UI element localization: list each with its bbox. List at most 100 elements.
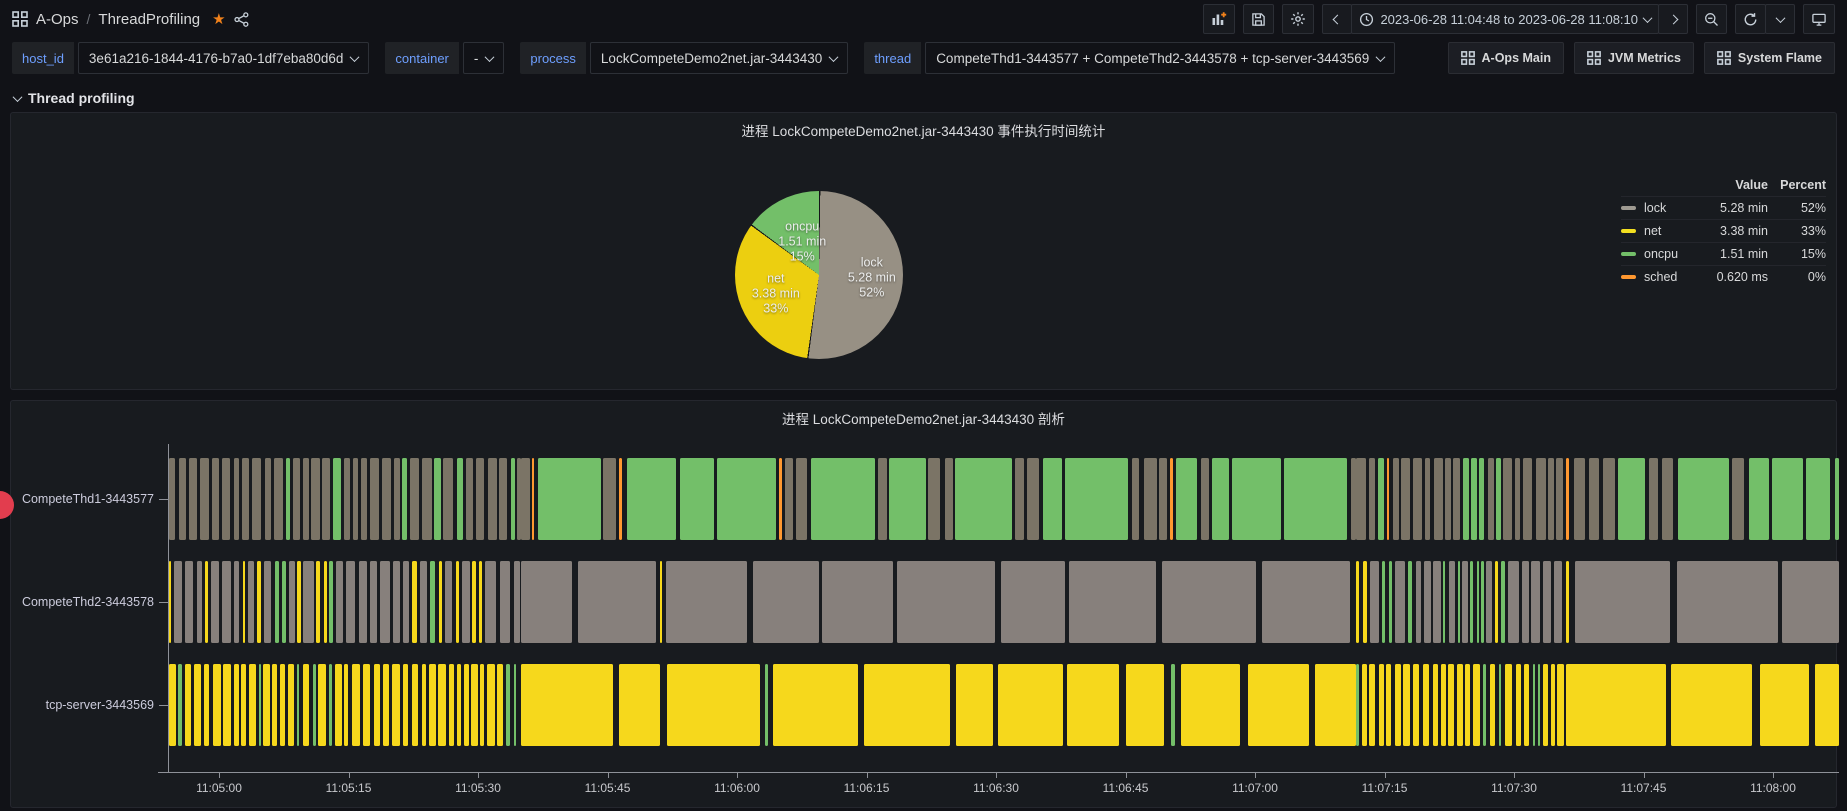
dashboards-grid-icon[interactable] (12, 11, 28, 27)
legend-series-value: 3.38 min (1720, 224, 1768, 238)
state-bar (717, 458, 776, 540)
pie-chart[interactable] (735, 191, 903, 359)
state-bar (521, 458, 530, 540)
kiosk-mode-button[interactable] (1803, 4, 1835, 34)
state-bar (1125, 664, 1165, 746)
y-tick (159, 705, 168, 706)
legend-swatch (1621, 229, 1636, 233)
state-bar (752, 561, 820, 643)
time-shift-back-button[interactable] (1322, 4, 1353, 34)
state-bar (233, 664, 239, 746)
state-bar (538, 458, 601, 540)
legend-percent-header[interactable]: Percent (1780, 177, 1826, 192)
x-tick-label: 11:06:15 (843, 781, 890, 795)
state-bar (1531, 561, 1541, 643)
legend-row-net[interactable]: net 3.38 min 33% (1621, 219, 1826, 242)
state-bar (480, 664, 485, 746)
breadcrumb-page[interactable]: ThreadProfiling (98, 10, 201, 28)
legend-series-value: 0.620 ms (1716, 270, 1768, 284)
host-id-dropdown[interactable]: 3e61a216-1844-4176-b7a0-1df7eba80d6d (77, 42, 370, 74)
state-bar (1588, 458, 1599, 540)
state-bar (257, 561, 262, 643)
timeline-row-tcp-server[interactable] (169, 664, 1839, 746)
state-bar (233, 561, 240, 643)
link-aops-main[interactable]: A-Ops Main (1447, 42, 1564, 74)
panel-title[interactable]: 进程 LockCompeteDemo2net.jar-3443430 事件执行时… (741, 124, 1106, 139)
legend-series-percent: 52% (1800, 201, 1826, 215)
state-bar (233, 458, 240, 540)
thread-value: CompeteThd1-3443577 + CompeteThd2-344357… (936, 50, 1370, 66)
y-axis-line (168, 444, 169, 773)
breadcrumb: A-Ops / ThreadProfiling (36, 11, 200, 28)
legend-row-sched[interactable]: sched 0.620 ms 0% (1621, 265, 1826, 288)
link-system-flame[interactable]: System Flame (1703, 42, 1835, 74)
container-label: container (385, 42, 459, 74)
container-dropdown[interactable]: - (462, 42, 505, 74)
breadcrumb-app[interactable]: A-Ops (36, 10, 79, 28)
state-bar (1457, 664, 1464, 746)
zoom-out-time-button[interactable] (1696, 4, 1727, 34)
panel-title[interactable]: 进程 LockCompeteDemo2net.jar-3443430 剖析 (782, 412, 1065, 427)
row-thread-profiling-toggle[interactable]: Thread profiling (0, 82, 1847, 114)
legend-series-name: lock (1644, 201, 1667, 215)
state-bar (1532, 664, 1536, 746)
state-bar (506, 664, 511, 746)
save-dashboard-button[interactable] (1243, 4, 1275, 34)
refresh-group (1735, 4, 1795, 34)
state-bar (1445, 458, 1451, 540)
state-bar (618, 664, 660, 746)
x-tick-label: 11:06:00 (714, 781, 760, 795)
state-bar (1566, 458, 1569, 540)
refresh-interval-dropdown[interactable] (1765, 4, 1795, 34)
state-bar (1476, 561, 1480, 643)
time-shift-forward-button[interactable] (1658, 4, 1688, 34)
state-bar (1457, 561, 1460, 643)
state-bar (1483, 664, 1487, 746)
state-bar (1815, 664, 1839, 746)
state-bar (1042, 458, 1063, 540)
state-bar (1498, 664, 1502, 746)
notification-bubble[interactable] (0, 491, 14, 519)
state-bar (897, 561, 995, 643)
add-panel-button[interactable] (1203, 4, 1236, 34)
state-bar (485, 561, 497, 643)
dashboard-settings-button[interactable] (1282, 4, 1315, 34)
share-icon[interactable] (233, 11, 249, 27)
state-bar (1180, 664, 1240, 746)
x-tick-label: 11:05:15 (325, 781, 372, 795)
legend-row-oncpu[interactable]: oncpu 1.51 min 15% (1621, 242, 1826, 265)
state-bar (420, 561, 428, 643)
state-bar (1387, 458, 1390, 540)
x-tick-label: 11:07:30 (1491, 781, 1537, 795)
state-bar (241, 458, 250, 540)
link-jvm-metrics[interactable]: JVM Metrics (1573, 42, 1694, 74)
state-bar (822, 561, 894, 643)
state-bar (954, 458, 1012, 540)
state-bar (412, 561, 417, 643)
timeline-row-competethd1[interactable] (169, 458, 1839, 540)
favorite-star-icon[interactable]: ★ (212, 11, 226, 28)
state-bar (1161, 561, 1256, 643)
state-bar (1602, 458, 1616, 540)
process-dropdown[interactable]: LockCompeteDemo2net.jar-3443430 (589, 42, 849, 74)
state-bar (271, 664, 278, 746)
state-bar (264, 458, 271, 540)
state-bar (258, 664, 262, 746)
state-bar (456, 664, 462, 746)
state-bar (1027, 458, 1040, 540)
state-bar (205, 561, 209, 643)
refresh-button[interactable] (1735, 4, 1766, 34)
state-bar (1618, 458, 1646, 540)
caret-down-icon (349, 51, 360, 62)
timeline-row-competethd2[interactable] (169, 561, 1839, 643)
legend-row-lock[interactable]: lock 5.28 min 52% (1621, 196, 1826, 219)
state-bar (997, 664, 1063, 746)
legend-series-percent: 15% (1800, 247, 1826, 261)
state-bar (1247, 664, 1310, 746)
state-bar (316, 561, 321, 643)
x-tick-mark (1125, 772, 1127, 778)
legend-value-header[interactable]: Value (1735, 177, 1768, 192)
time-range-picker[interactable]: 2023-06-28 11:04:48 to 2023-06-28 11:08:… (1351, 4, 1659, 34)
thread-dropdown[interactable]: CompeteThd1-3443577 + CompeteThd2-344357… (925, 42, 1396, 74)
state-bar (393, 458, 400, 540)
